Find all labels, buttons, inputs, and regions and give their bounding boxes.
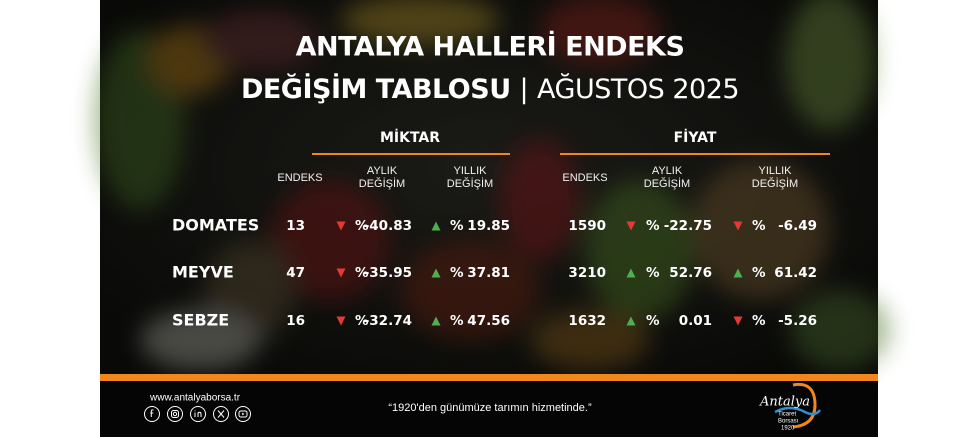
- column-header: YILLIK: [758, 165, 792, 177]
- title-line-2: DEĞİŞİM TABLOSU | AĞUSTOS 2025: [241, 73, 739, 105]
- trend-arrow-down: [733, 316, 743, 326]
- linkedin-icon[interactable]: [190, 406, 206, 422]
- percent-sign: %: [355, 265, 369, 281]
- column-header: ENDEKS: [277, 172, 322, 184]
- social-icons: [144, 406, 251, 422]
- percent-sign: %: [450, 313, 464, 329]
- footer-accent: [100, 374, 878, 381]
- column-header: DEĞİŞİM: [752, 177, 798, 190]
- instagram-glyph: [171, 410, 179, 418]
- trend-arrow-down: [336, 221, 346, 231]
- cell-value: -22.75: [664, 218, 712, 234]
- trend-arrow-up: [626, 268, 636, 278]
- cell-value: 52.76: [669, 265, 712, 281]
- facebook-glyph: [150, 409, 154, 417]
- percent-sign: %: [752, 218, 766, 234]
- group-label: MİKTAR: [380, 129, 440, 146]
- percent-sign: %: [646, 313, 660, 329]
- row-name: DOMATES: [172, 216, 259, 235]
- instagram-lens: [172, 411, 178, 417]
- column-header: DEĞİŞİM: [359, 177, 405, 190]
- trend-arrow-up: [626, 316, 636, 326]
- trend-arrow-down: [626, 221, 636, 231]
- x-icon[interactable]: [213, 406, 229, 422]
- cell-value: -6.49: [778, 218, 817, 234]
- column-header: DEĞİŞİM: [644, 177, 690, 190]
- footer: [100, 381, 878, 437]
- linkedin-glyph: [194, 410, 202, 417]
- row-name: SEBZE: [172, 311, 229, 330]
- row-name: MEYVE: [172, 263, 234, 282]
- cell-value: 19.85: [467, 218, 510, 234]
- trend-arrow-up: [733, 268, 743, 278]
- cell-value: 3210: [568, 265, 606, 281]
- cell-value: 47.56: [467, 313, 510, 329]
- trend-arrow-down: [733, 221, 743, 231]
- logo-wave: [774, 406, 822, 416]
- trend-arrow-down: [336, 316, 346, 326]
- column-header: YILLIK: [453, 165, 487, 177]
- title-separator: |: [520, 74, 529, 105]
- logo-name: Antalya: [759, 395, 810, 410]
- percent-sign: %: [646, 265, 660, 281]
- cell-value: -40.83: [364, 218, 412, 234]
- group-label: FİYAT: [674, 129, 717, 146]
- trend-arrow-down: [336, 268, 346, 278]
- cell-value: 37.81: [467, 265, 510, 281]
- trend-arrow-up: [431, 268, 441, 278]
- percent-sign: %: [752, 313, 766, 329]
- column-header: AYLIK: [652, 165, 683, 177]
- cell-value: -35.95: [364, 265, 412, 281]
- youtube-play: [242, 412, 245, 416]
- title-bold: DEĞİŞİM TABLOSU: [241, 73, 511, 105]
- youtube-glyph: [238, 410, 248, 418]
- slogan: “1920'den günümüze tarımın hizmetinde.”: [388, 402, 592, 414]
- column-header: ENDEKS: [562, 172, 607, 184]
- logo-line1: Ticaret: [778, 412, 796, 418]
- cell-value: 16: [286, 313, 305, 329]
- instagram-icon[interactable]: [167, 406, 183, 422]
- percent-sign: %: [450, 218, 464, 234]
- logo-line2: Borsası: [778, 419, 799, 425]
- cell-value: 47: [286, 265, 305, 281]
- percent-sign: %: [450, 265, 464, 281]
- background-shade: [100, 0, 878, 375]
- cell-value: 13: [286, 218, 305, 234]
- column-header: AYLIK: [367, 165, 398, 177]
- cell-value: -5.26: [778, 313, 817, 329]
- column-header: DEĞİŞİM: [447, 177, 493, 190]
- cell-value: 61.42: [774, 265, 817, 281]
- percent-sign: %: [752, 265, 766, 281]
- logo-arc: [792, 382, 817, 429]
- website[interactable]: www.antalyaborsa.tr: [149, 393, 241, 404]
- logo-year: 1920: [781, 426, 795, 432]
- facebook-icon[interactable]: [144, 406, 160, 422]
- cell-value: -32.74: [364, 313, 412, 329]
- logo: Antalya Ticaret Borsası 1920: [759, 382, 822, 432]
- background-produce: [95, 0, 890, 370]
- trend-arrow-up: [431, 221, 441, 231]
- title-line-1: ANTALYA HALLERİ ENDEKS: [296, 31, 685, 63]
- youtube-icon[interactable]: [235, 406, 251, 422]
- title-light: AĞUSTOS 2025: [537, 73, 739, 105]
- cell-value: 1590: [568, 218, 606, 234]
- percent-sign: %: [646, 218, 660, 234]
- x-glyph: [217, 410, 225, 418]
- cell-value: 1632: [568, 313, 606, 329]
- percent-sign: %: [355, 218, 369, 234]
- cell-value: 0.01: [679, 313, 712, 329]
- trend-arrow-up: [431, 316, 441, 326]
- percent-sign: %: [355, 313, 369, 329]
